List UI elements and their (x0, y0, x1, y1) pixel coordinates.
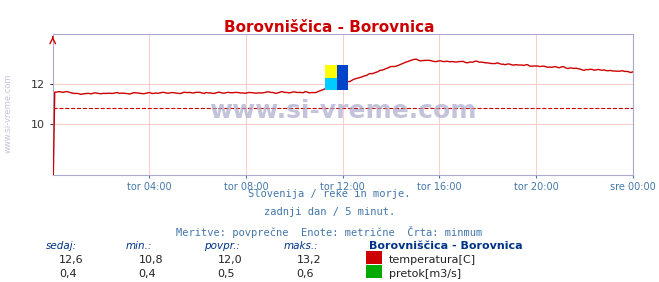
Text: 12,6: 12,6 (59, 255, 84, 265)
Text: povpr.:: povpr.: (204, 241, 240, 251)
Text: maks.:: maks.: (283, 241, 318, 251)
Text: pretok[m3/s]: pretok[m3/s] (389, 269, 461, 279)
Text: zadnji dan / 5 minut.: zadnji dan / 5 minut. (264, 207, 395, 217)
Text: min.:: min.: (125, 241, 152, 251)
Text: Borovniščica - Borovnica: Borovniščica - Borovnica (224, 20, 435, 35)
Text: Meritve: povprečne  Enote: metrične  Črta: minmum: Meritve: povprečne Enote: metrične Črta:… (177, 226, 482, 238)
Text: 0,4: 0,4 (59, 269, 77, 279)
Text: 0,5: 0,5 (217, 269, 235, 279)
Text: 12,0: 12,0 (217, 255, 242, 265)
Text: temperatura[C]: temperatura[C] (389, 255, 476, 265)
Text: sedaj:: sedaj: (46, 241, 77, 251)
Text: www.si-vreme.com: www.si-vreme.com (3, 73, 13, 153)
Text: 10,8: 10,8 (138, 255, 163, 265)
Text: 13,2: 13,2 (297, 255, 321, 265)
Text: Slovenija / reke in morje.: Slovenija / reke in morje. (248, 189, 411, 199)
Text: www.si-vreme.com: www.si-vreme.com (209, 99, 476, 124)
Text: Borovniščica - Borovnica: Borovniščica - Borovnica (369, 241, 523, 251)
Text: 0,4: 0,4 (138, 269, 156, 279)
Text: 0,6: 0,6 (297, 269, 314, 279)
